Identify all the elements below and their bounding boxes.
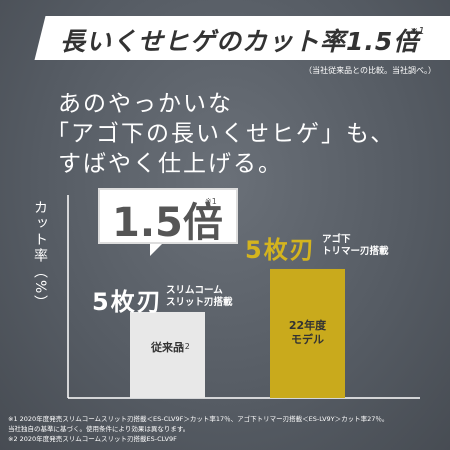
headline: すばやく仕上げる。 bbox=[58, 151, 283, 177]
callout-tail bbox=[150, 241, 165, 256]
blade-label: 5枚刃 bbox=[245, 236, 316, 264]
comparison-note: （当社従来品との比較。当社調べ。） bbox=[304, 66, 436, 75]
title: 長いくせヒゲのカット率1.5倍 bbox=[60, 27, 420, 56]
bar bbox=[130, 311, 205, 398]
blade-feature: アゴ下 トリマー刃搭載 bbox=[322, 234, 389, 257]
multiplier-note: ※1 bbox=[205, 197, 217, 206]
y-axis-label: カット率（%） bbox=[32, 200, 48, 312]
headline: あのやっかいな bbox=[58, 91, 233, 117]
callout-box bbox=[98, 188, 238, 244]
category-label: 従来品 bbox=[151, 340, 184, 354]
headline: 「アゴ下の長いくせヒゲ」も、 bbox=[46, 121, 396, 147]
blade-label: 5枚刃 bbox=[92, 288, 163, 316]
footnote: 当社独自の基準に基づく。使用条件により効果は異なります。 bbox=[8, 425, 190, 433]
category-label: 22年度 モデル bbox=[288, 319, 327, 347]
blade-feature: スリムコーム スリット刃搭載 bbox=[166, 285, 233, 308]
bar bbox=[270, 268, 345, 398]
title-note: ※1 bbox=[410, 26, 425, 37]
footnote: ※2 2020年度発売スリムコームスリット刃搭載ES-CLV9F bbox=[8, 435, 177, 443]
bar-note: ※2 bbox=[178, 342, 190, 351]
multiplier: 1.5倍 bbox=[112, 200, 223, 246]
footnote: ※1 2020年度発売スリムコームスリット刃搭載＜ES-CLV9F＞カット率17… bbox=[8, 415, 389, 423]
